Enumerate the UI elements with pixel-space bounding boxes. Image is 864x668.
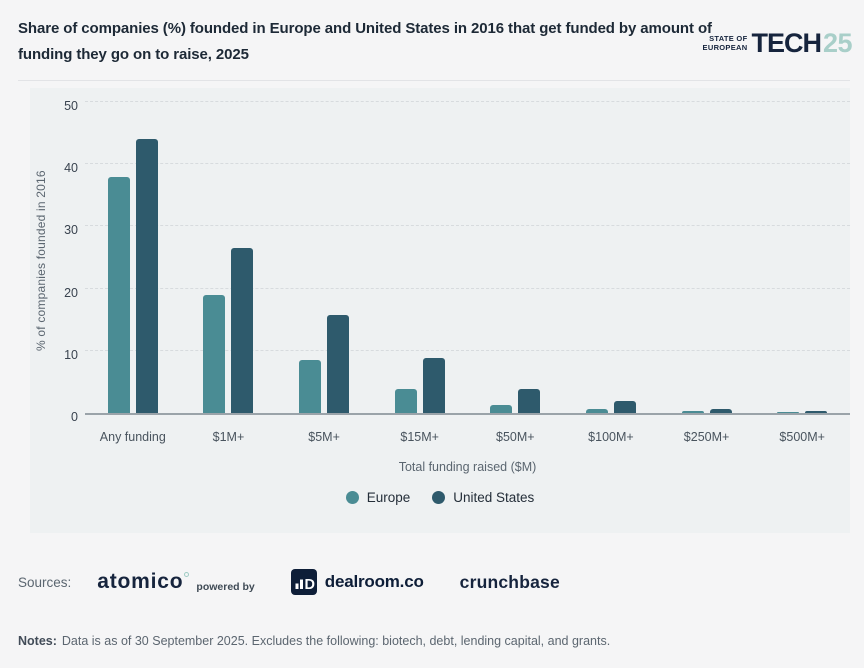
powered-by-label: powered by [196,580,255,593]
x-axis-title: Total funding raised ($M) [398,460,537,474]
y-tick-label: 40 [64,161,78,176]
header-divider [18,80,850,81]
legend-label-united-states: United States [453,490,535,505]
bar-united-states [422,358,445,413]
x-tick-label: $500M+ [779,430,825,444]
svg-text:D: D [304,577,314,593]
gridline [85,225,850,227]
legend-dot-europe [345,491,359,504]
bar-group--50m- [468,104,564,413]
bar-europe [777,411,800,413]
logo-tech: TECH [751,28,821,58]
state-of-european-tech-logo: STATE OF EUROPEAN TECH 25 [702,28,853,58]
plot-area [85,101,850,415]
bar-group--5m- [276,104,372,413]
bar-united-states [327,315,350,413]
x-tick-label: $250M+ [683,430,730,444]
bar-group-any-funding [85,104,181,413]
bar-group--250m- [659,104,755,413]
y-tick-label: 10 [64,347,78,362]
dealroom-logo: D dealroom.co [290,569,424,595]
bar-europe [585,408,608,413]
logo-european: EUROPEAN [702,42,748,52]
x-tick-label: $100M+ [588,430,634,444]
notes-label: Notes: [18,634,57,648]
x-tick-label: $50M+ [496,430,535,444]
notes-row: Notes: Data is as of 30 September 2025. E… [18,634,610,648]
gridline [85,287,850,289]
dealroom-icon: D [290,569,317,595]
atomico-ring-icon [184,572,190,577]
bar-group--15m- [372,104,468,413]
dealroom-wordmark: dealroom.co [324,572,424,591]
logo-state-of: STATE OF [709,34,748,43]
bar-group--500m- [754,104,850,413]
bar-united-states [231,247,254,413]
logo-year: 25 [822,28,853,58]
x-tick-label: $1M+ [212,430,245,444]
legend-label-europe: Europe [366,490,411,505]
gridline [85,101,850,102]
y-tick-label: 0 [71,410,78,424]
bar-group--100m- [563,104,659,413]
bar-group--1m- [181,104,277,413]
bar-europe [203,294,226,413]
gridline [85,349,850,351]
y-tick-label: 20 [64,285,78,300]
x-tick-label: $5M+ [308,430,340,444]
gridline [85,163,850,165]
legend-item-united-states: United States [432,490,534,505]
legend-item-europe: Europe [345,490,411,505]
crunchbase-logo: crunchbase [459,571,560,592]
bar-groups [85,104,850,413]
sources-label: Sources: [18,574,72,590]
y-tick-label: 50 [64,99,78,113]
bar-europe [490,404,513,413]
x-axis-ticks: Any funding $1M+ $5M+ $15M+ $50M+ $100M+ $250M… [85,430,850,444]
bar-united-states [613,401,636,413]
x-tick-label: Any funding [99,430,166,444]
bar-europe [394,389,417,413]
notes-text: Data is as of 30 September 2025. Exclude… [61,634,611,648]
chart-title: Share of companies (%) founded in Europe… [18,20,712,63]
y-axis-ticks: 0 10 20 30 40 50 [30,99,78,424]
bar-europe [681,411,704,413]
atomico-logo: atomico [97,570,190,593]
sources-row: Sources: atomico powered by D dealroom.c… [18,566,560,598]
x-tick-label: $15M+ [400,430,439,444]
chart-panel: % of companies founded in 2016 0 10 20 30 40… [30,88,850,533]
bar-united-states [805,410,828,413]
atomico-wordmark: atomico [97,570,184,593]
bar-united-states [135,139,158,413]
legend: Europe United States [30,490,850,505]
bar-europe [107,176,130,413]
bar-europe [299,360,322,413]
legend-dot-united-states [432,491,446,504]
bar-united-states [518,389,541,413]
logo-stack: STATE OF EUROPEAN [702,34,748,52]
y-tick-label: 30 [64,223,78,238]
bar-united-states [709,409,732,413]
